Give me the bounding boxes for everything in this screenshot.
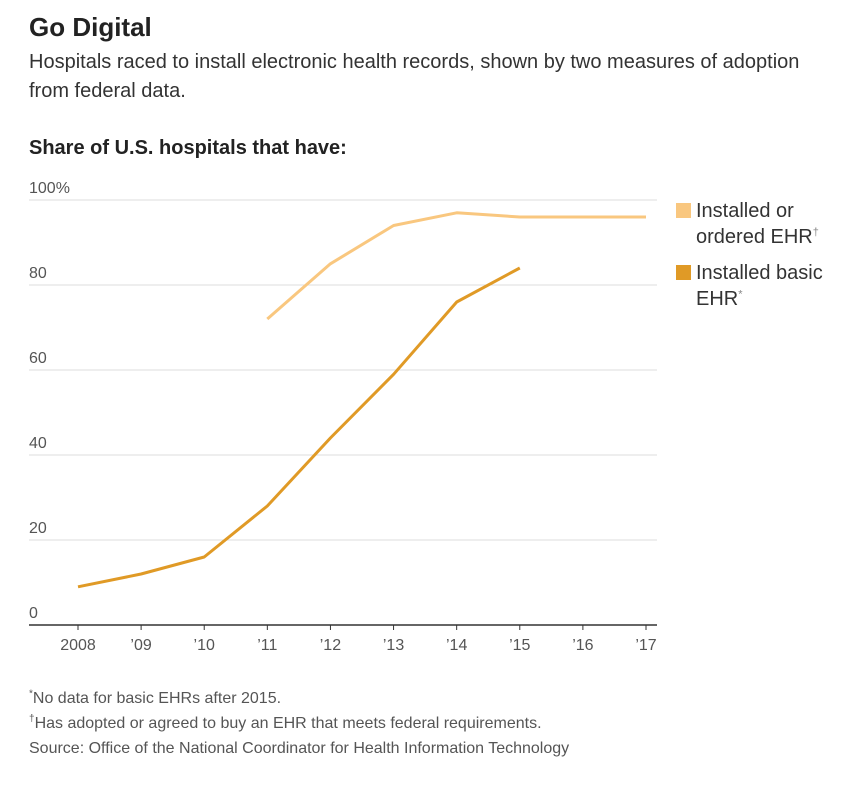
- source-note: Source: Office of the National Coordinat…: [29, 740, 570, 757]
- footnote-text: No data for basic EHRs after 2015.: [32, 690, 282, 707]
- footnote-basic-ehr: *No data for basic EHRs after 2015.: [29, 686, 569, 711]
- series-line-installed-basic: [77, 266, 521, 589]
- y-grid: [29, 199, 657, 541]
- series-line-installed-or-ordered: [266, 211, 646, 321]
- y-tick-label: 20: [29, 520, 47, 537]
- legend-label: Installed or: [696, 200, 794, 222]
- x-tick-label: ’13: [383, 637, 404, 654]
- x-tick-label: ’16: [572, 637, 593, 654]
- chart-title: Go Digital: [29, 12, 152, 42]
- footnote-text: Has adopted or agreed to buy an EHR that…: [34, 715, 542, 732]
- y-tick-label: 0: [29, 605, 38, 622]
- chart-subtitle: Hospitals raced to install electronic he…: [29, 51, 800, 102]
- y-tick-label: 40: [29, 435, 47, 452]
- legend-mark: †: [812, 226, 819, 239]
- legend-swatch-dark: [676, 265, 691, 280]
- x-tick-label: ’14: [446, 637, 467, 654]
- y-tick-labels: 0 20 40 60 80 100%: [29, 180, 70, 622]
- footnote-mark: *: [29, 688, 33, 700]
- legend-label: EHR: [696, 288, 739, 310]
- y-tick-label: 80: [29, 265, 47, 282]
- series-lines: [77, 211, 646, 589]
- footnote-mark: †: [29, 713, 35, 725]
- legend-item-installed-basic: Installed basic EHR*: [676, 260, 856, 312]
- legend-label: Installed basic: [696, 262, 823, 284]
- x-ticks: 2008 ’09 ’10 ’11 ’12 ’13 ’14 ’15 ’16 ’17: [60, 625, 657, 654]
- y-tick-label: 60: [29, 350, 47, 367]
- legend-item-installed-or-ordered: Installed or ordered EHR†: [676, 198, 856, 250]
- y-axis-label: Share of U.S. hospitals that have:: [29, 137, 347, 159]
- x-tick-label: ’15: [509, 637, 530, 654]
- y-tick-label: 100%: [29, 180, 70, 197]
- footnotes: *No data for basic EHRs after 2015. †Has…: [29, 686, 569, 761]
- legend-swatch-light: [676, 203, 691, 218]
- x-tick-label: ’09: [130, 637, 151, 654]
- x-tick-label: 2008: [60, 637, 96, 654]
- footnote-ordered-ehr: †Has adopted or agreed to buy an EHR tha…: [29, 711, 569, 736]
- x-tick-label: ’17: [635, 637, 656, 654]
- x-tick-label: ’11: [257, 637, 277, 654]
- x-tick-label: ’10: [194, 637, 215, 654]
- x-tick-label: ’12: [320, 637, 341, 654]
- legend-label: ordered EHR: [696, 226, 813, 248]
- legend: Installed or ordered EHR† Installed basi…: [676, 198, 856, 322]
- legend-mark: *: [738, 288, 743, 301]
